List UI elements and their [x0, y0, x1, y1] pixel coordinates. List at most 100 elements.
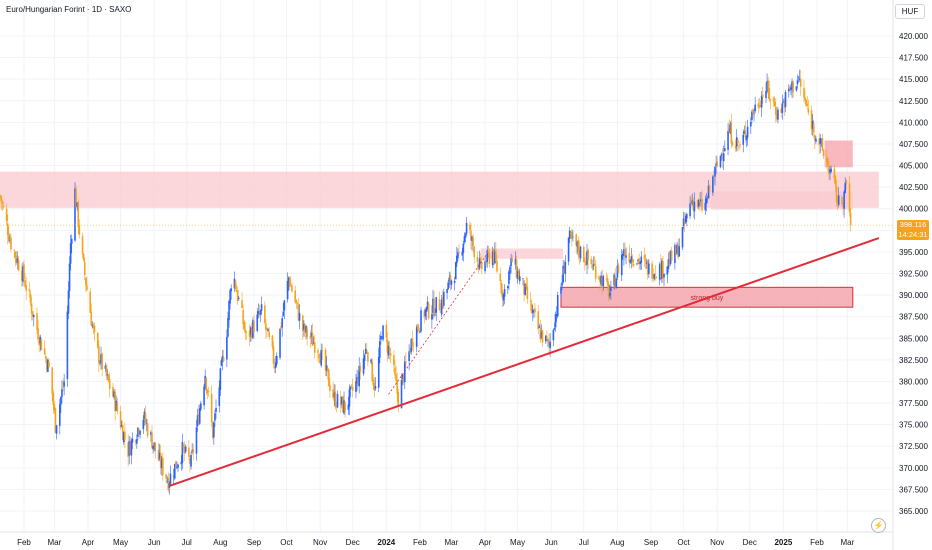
- candle[interactable]: [114, 388, 116, 421]
- candle[interactable]: [812, 119, 815, 139]
- candle[interactable]: [759, 100, 762, 108]
- candle[interactable]: [409, 347, 411, 355]
- candle[interactable]: [469, 221, 471, 235]
- candle[interactable]: [457, 248, 459, 262]
- candle[interactable]: [66, 305, 69, 387]
- candle[interactable]: [696, 199, 699, 209]
- candle[interactable]: [739, 140, 741, 149]
- candle[interactable]: [83, 257, 86, 281]
- candle[interactable]: [546, 330, 548, 343]
- candle[interactable]: [432, 289, 434, 320]
- candle[interactable]: [834, 174, 837, 192]
- candle[interactable]: [69, 234, 72, 271]
- candle[interactable]: [373, 377, 376, 398]
- candle[interactable]: [806, 96, 809, 110]
- candle[interactable]: [188, 439, 190, 461]
- candle[interactable]: [514, 251, 517, 270]
- candle[interactable]: [43, 340, 46, 356]
- candle[interactable]: [463, 232, 466, 245]
- candle[interactable]: [547, 338, 549, 348]
- candle[interactable]: [780, 107, 783, 118]
- candle[interactable]: [318, 352, 320, 364]
- candle[interactable]: [211, 421, 214, 440]
- candle[interactable]: [258, 304, 261, 318]
- candle[interactable]: [632, 259, 635, 268]
- candle[interactable]: [807, 99, 810, 116]
- candle[interactable]: [821, 133, 824, 151]
- candle[interactable]: [166, 475, 168, 484]
- candle[interactable]: [707, 180, 710, 199]
- candle[interactable]: [814, 134, 816, 150]
- candle[interactable]: [183, 441, 186, 462]
- candle[interactable]: [128, 436, 131, 465]
- candle[interactable]: [374, 376, 377, 392]
- candle[interactable]: [758, 98, 761, 110]
- candle[interactable]: [264, 301, 266, 325]
- candle[interactable]: [200, 401, 202, 412]
- candle[interactable]: [113, 388, 115, 400]
- candle[interactable]: [522, 278, 524, 286]
- candle[interactable]: [757, 98, 760, 114]
- candle[interactable]: [480, 259, 483, 275]
- candle[interactable]: [507, 285, 509, 294]
- candle[interactable]: [197, 404, 200, 425]
- candle[interactable]: [44, 353, 47, 363]
- candle[interactable]: [693, 192, 696, 220]
- candle[interactable]: [427, 301, 430, 321]
- candle[interactable]: [146, 419, 149, 438]
- candle[interactable]: [99, 360, 101, 366]
- candle[interactable]: [388, 340, 391, 360]
- candle[interactable]: [319, 352, 321, 364]
- candle[interactable]: [341, 396, 343, 409]
- candle[interactable]: [734, 139, 737, 152]
- candle[interactable]: [774, 98, 777, 123]
- candle[interactable]: [167, 472, 170, 493]
- candle[interactable]: [401, 374, 404, 385]
- candle[interactable]: [769, 98, 772, 110]
- candle[interactable]: [735, 129, 738, 152]
- candle[interactable]: [670, 246, 673, 262]
- candle[interactable]: [324, 347, 327, 377]
- candle[interactable]: [222, 349, 225, 363]
- candle[interactable]: [606, 274, 609, 292]
- candle[interactable]: [93, 322, 96, 342]
- candle[interactable]: [233, 271, 236, 292]
- candle[interactable]: [465, 217, 468, 236]
- candle[interactable]: [39, 334, 42, 352]
- candle[interactable]: [777, 106, 779, 124]
- candle[interactable]: [582, 244, 585, 263]
- candle[interactable]: [130, 437, 133, 465]
- candle[interactable]: [227, 311, 229, 338]
- candle[interactable]: [362, 349, 365, 376]
- candle[interactable]: [364, 343, 367, 355]
- candle[interactable]: [77, 199, 80, 235]
- candle[interactable]: [795, 85, 798, 92]
- candle[interactable]: [268, 327, 270, 340]
- candle[interactable]: [78, 219, 81, 239]
- candle[interactable]: [381, 335, 383, 339]
- candle[interactable]: [377, 347, 380, 393]
- candle[interactable]: [244, 321, 247, 341]
- candle[interactable]: [252, 317, 254, 340]
- candle[interactable]: [592, 256, 595, 271]
- candle[interactable]: [830, 165, 832, 174]
- candle[interactable]: [271, 334, 274, 351]
- candle[interactable]: [561, 274, 563, 291]
- candle[interactable]: [531, 304, 534, 321]
- candle[interactable]: [525, 276, 528, 291]
- candle[interactable]: [651, 260, 653, 282]
- candle[interactable]: [150, 430, 152, 442]
- candle[interactable]: [367, 350, 369, 367]
- candle[interactable]: [403, 355, 406, 390]
- candle[interactable]: [658, 262, 661, 286]
- candle[interactable]: [326, 367, 329, 381]
- candle[interactable]: [803, 79, 805, 102]
- candle[interactable]: [203, 383, 205, 410]
- candle[interactable]: [333, 384, 336, 406]
- candle[interactable]: [107, 374, 110, 383]
- candle[interactable]: [91, 321, 94, 329]
- candle[interactable]: [309, 330, 312, 348]
- candle[interactable]: [844, 177, 847, 194]
- candle[interactable]: [591, 259, 594, 271]
